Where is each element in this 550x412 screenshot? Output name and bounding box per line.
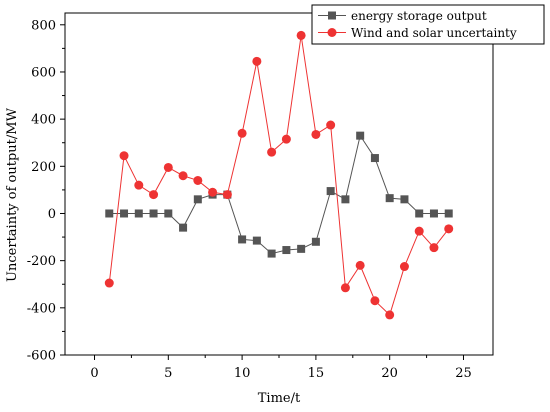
- legend-label-energy-storage: energy storage output: [351, 9, 487, 23]
- y-tick-label: -600: [27, 349, 56, 364]
- data-point-circle: [208, 187, 218, 197]
- data-point-square: [400, 195, 409, 204]
- data-point-circle: [193, 175, 203, 185]
- data-point-circle: [149, 190, 159, 200]
- series-layer: [104, 30, 454, 320]
- y-tick-label: 400: [31, 113, 56, 128]
- data-point-square: [370, 154, 379, 163]
- data-point-circle: [104, 278, 114, 288]
- data-point-circle: [252, 56, 262, 66]
- data-point-circle: [119, 151, 129, 161]
- y-tick-label: 0: [48, 207, 56, 222]
- data-point-square: [179, 223, 188, 232]
- data-point-square: [282, 246, 291, 255]
- data-point-circle: [340, 283, 350, 293]
- x-tick-label: 5: [164, 366, 172, 381]
- legend-label-wind-solar: Wind and solar uncertainty: [351, 26, 517, 40]
- y-tick-label: 800: [31, 18, 56, 33]
- y-tick-label: -200: [27, 254, 56, 269]
- legend-item-wind-solar: Wind and solar uncertainty: [318, 26, 517, 40]
- data-point-circle: [281, 134, 291, 144]
- data-point-square: [297, 244, 306, 253]
- data-point-circle: [296, 30, 306, 40]
- y-axis-title: Uncertainty of output/MW: [5, 107, 20, 282]
- data-point-circle: [237, 128, 247, 138]
- legend-square-marker: [328, 11, 336, 20]
- data-point-square: [429, 209, 438, 218]
- data-point-circle: [444, 224, 454, 234]
- data-point-square: [311, 237, 320, 246]
- series-wind-solar-uncertainty: [104, 30, 454, 320]
- x-tick-label: 10: [234, 366, 251, 381]
- legend-item-energy-storage: energy storage output: [318, 9, 487, 23]
- data-point-square: [341, 195, 350, 204]
- data-point-circle: [429, 243, 439, 253]
- y-tick-label: 600: [31, 65, 56, 80]
- data-point-square: [149, 209, 158, 218]
- data-point-circle: [178, 171, 188, 181]
- data-point-circle: [399, 262, 409, 272]
- legend-circle-marker: [327, 28, 337, 37]
- data-point-circle: [267, 147, 277, 157]
- data-point-circle: [163, 162, 173, 172]
- data-point-circle: [414, 226, 424, 236]
- data-point-square: [105, 209, 114, 218]
- legend: energy storage output Wind and solar unc…: [311, 4, 545, 45]
- data-point-circle: [355, 260, 365, 270]
- y-tick-label: -400: [27, 301, 56, 316]
- data-point-circle: [326, 120, 336, 130]
- plot-frame: [64, 12, 494, 356]
- data-point-square: [134, 209, 143, 218]
- data-point-square: [252, 236, 261, 245]
- data-point-square: [444, 209, 453, 218]
- data-point-circle: [311, 129, 321, 139]
- data-point-square: [415, 209, 424, 218]
- data-point-square: [193, 195, 202, 204]
- data-point-circle: [370, 296, 380, 306]
- data-point-square: [385, 194, 394, 203]
- x-axis-title: Time/t: [258, 391, 301, 406]
- data-point-square: [356, 131, 365, 140]
- series-line: [109, 134, 449, 255]
- legend-box: [311, 4, 545, 45]
- data-point-square: [238, 235, 247, 244]
- data-point-square: [267, 249, 276, 258]
- data-point-circle: [385, 310, 395, 320]
- data-point-square: [164, 209, 173, 218]
- x-tick-label: 15: [308, 366, 325, 381]
- x-tick-label: 20: [381, 366, 398, 381]
- data-point-square: [326, 187, 335, 196]
- series-line: [108, 35, 450, 316]
- y-tick-label: 200: [31, 160, 56, 175]
- x-tick-label: 0: [90, 366, 98, 381]
- x-tick-label: 25: [455, 366, 472, 381]
- axes: 0 5 10 15 20 25 -600 -400 -200 0 200 400 600 800: [27, 12, 494, 381]
- data-point-square: [120, 209, 129, 218]
- data-point-circle: [134, 180, 144, 190]
- data-point-circle: [222, 190, 232, 200]
